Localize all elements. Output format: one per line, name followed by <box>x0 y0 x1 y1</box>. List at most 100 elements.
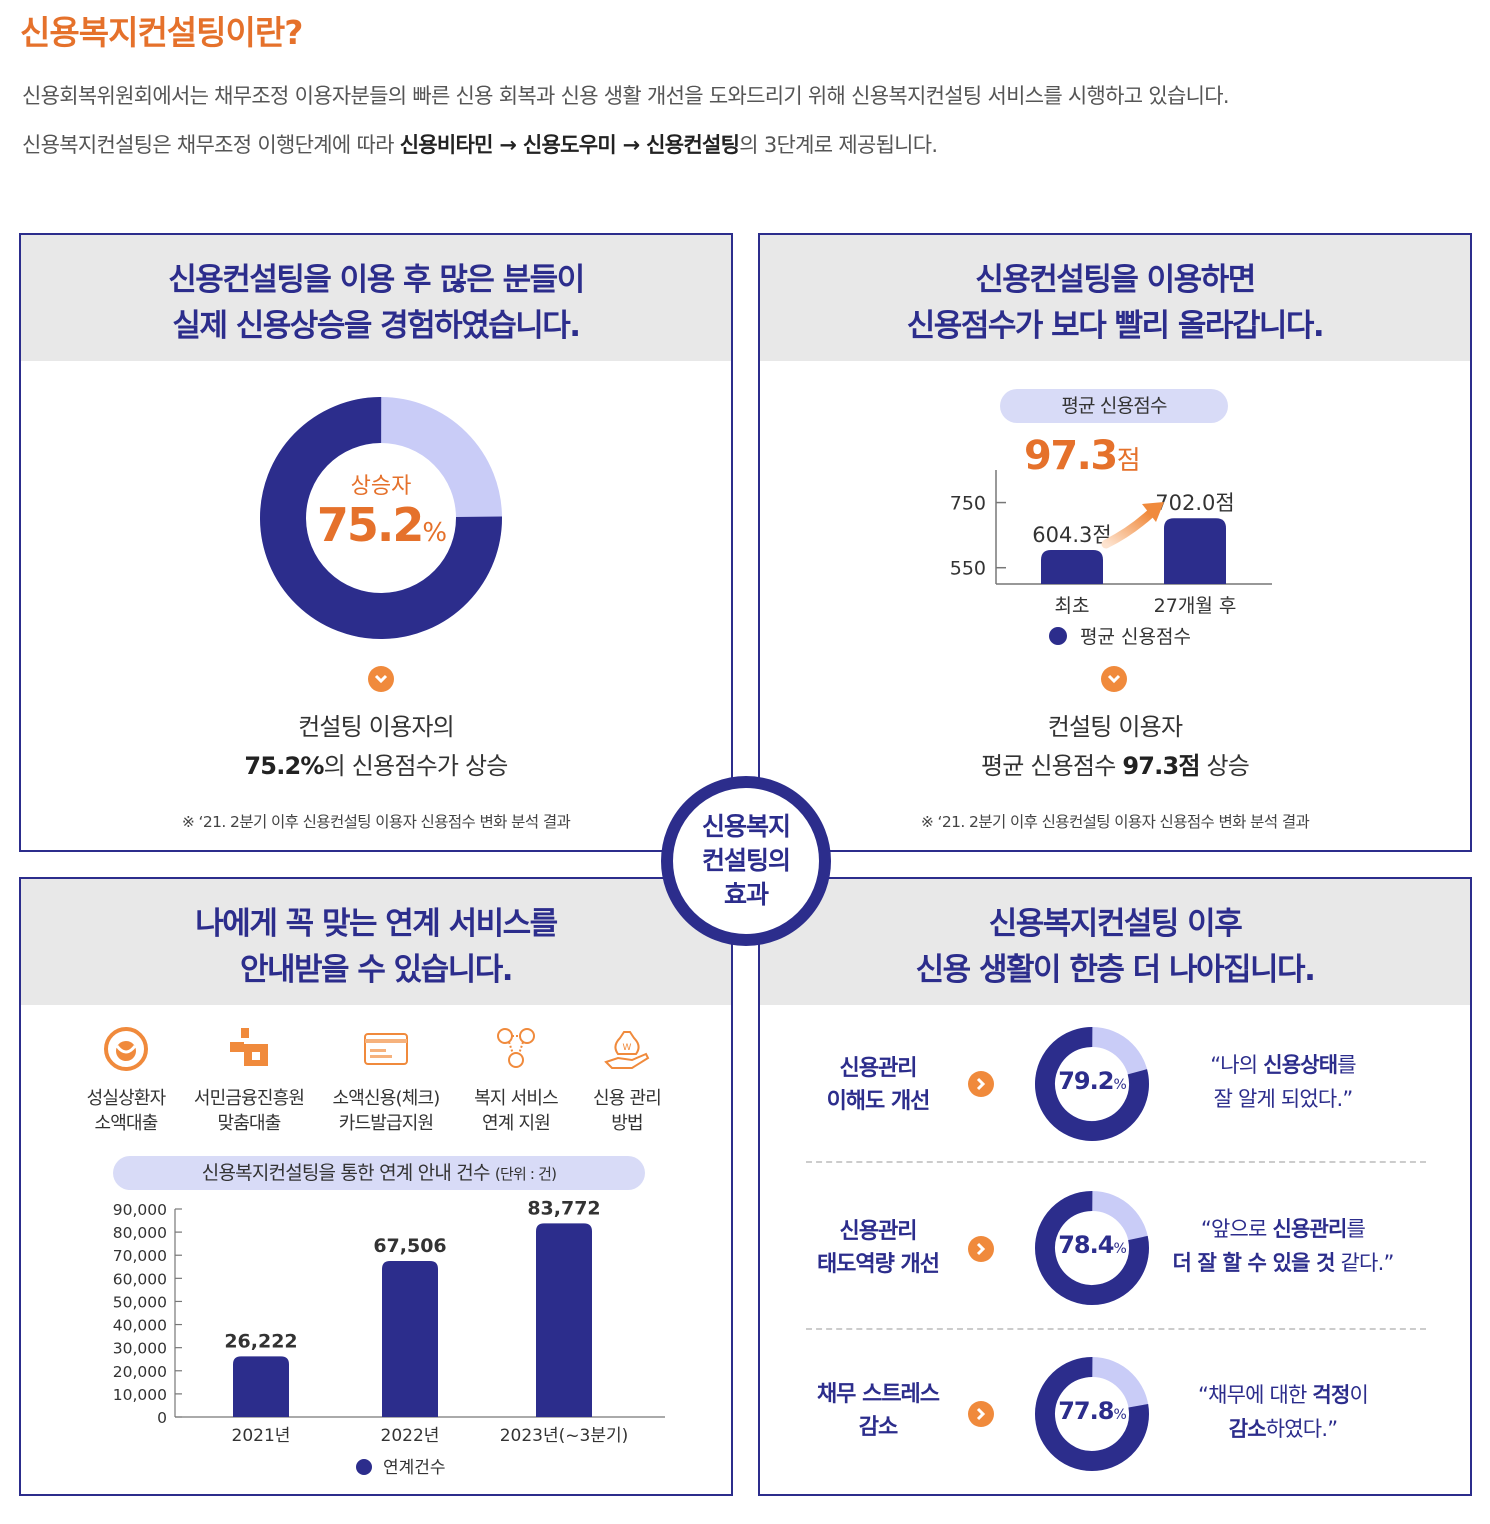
svg-text:W: W <box>623 1043 632 1053</box>
intro-line-1: 신용회복위원회에서는 채무조정 이용자분들의 빠른 신용 회복과 신용 생활 개… <box>22 84 1230 108</box>
row-donut <box>1035 1357 1149 1471</box>
row-donut-value: 77.8% <box>1032 1397 1152 1425</box>
row-label-line-2: 태도역량 개선 <box>816 1252 940 1277</box>
bar-data-label: 67,506 <box>373 1235 446 1257</box>
y-tick-label: 90,000 <box>113 1201 167 1219</box>
improvement-row: 신용관리 이해도 개선 79.2% “나의 신용상태를 잘 알게 되었다.” <box>760 1009 1470 1159</box>
y-tick-label: 750 <box>950 493 986 515</box>
money-hand-icon: W <box>604 1031 650 1069</box>
bar <box>1041 550 1103 584</box>
row-value-number: 77.8 <box>1058 1397 1114 1425</box>
row-donut-value: 78.4% <box>1032 1231 1152 1259</box>
panel-credit-increase: 신용컨설팅을 이용 후 많은 분들이 실제 신용상승을 경험하였습니다. 상승자… <box>19 233 733 852</box>
panel-1-caption-rest: 의 신용점수가 상승 <box>323 752 509 780</box>
page-title: 신용복지컨설팅이란? <box>20 13 303 52</box>
service-label-2: 맞춤대출 <box>217 1113 281 1134</box>
row-quote: “앞으로 신용관리를 더 잘 할 수 있을 것 같다.” <box>1160 1212 1406 1280</box>
quote-2-post: 같다.” <box>1334 1251 1395 1275</box>
score-increase-unit: 점 <box>1116 446 1141 476</box>
quote-1-highlight: 걱정 <box>1312 1383 1350 1407</box>
score-pill: 평균 신용점수 <box>1000 389 1228 423</box>
service-label-2: 소액대출 <box>94 1113 158 1134</box>
panel-linked-services: 나에게 꼭 맞는 연계 서비스를 안내받을 수 있습니다. 성실상환자 소액대출 … <box>19 877 733 1496</box>
service-label-1: 소액신용(체크) <box>332 1088 440 1109</box>
y-tick-label: 60,000 <box>113 1270 167 1288</box>
legend-label: 연계건수 <box>383 1458 446 1478</box>
panel-1-caption-line-2: 75.2%의 신용점수가 상승 <box>21 746 731 781</box>
card-icon <box>364 1033 408 1065</box>
chevron-down-icon <box>368 666 394 692</box>
row-label-line-1: 신용관리 <box>839 1219 918 1244</box>
panel-2-title-line-1: 신용컨설팅을 이용하면 <box>975 262 1256 298</box>
row-label-line-2: 감소 <box>858 1415 898 1440</box>
quote-1-pre: “채무에 대한 <box>1197 1383 1313 1407</box>
row-label-line-1: 채무 스트레스 <box>816 1382 940 1407</box>
score-increase-value: 97.3 <box>1024 433 1118 479</box>
panel-2-caption-post: 상승 <box>1199 752 1250 780</box>
score-increase: 97.3점 <box>1024 433 1141 479</box>
x-tick-label: 2023년(~3분기) <box>500 1426 629 1446</box>
row-value-unit: % <box>1113 1241 1126 1257</box>
donut-value-number: 75.2 <box>316 498 424 552</box>
panel-3-header: 나에게 꼭 맞는 연계 서비스를 안내받을 수 있습니다. <box>21 879 731 1005</box>
increase-arrow <box>1101 509 1155 549</box>
chevron-right-icon <box>968 1236 994 1262</box>
panel-1-caption-line-1: 컨설팅 이용자의 <box>298 713 455 741</box>
quote-1-post: 이 <box>1349 1383 1368 1407</box>
sincere-repayer-icon <box>104 1027 148 1071</box>
y-tick-label: 550 <box>950 558 986 580</box>
quote-1-post: 를 <box>1337 1053 1356 1077</box>
service-label-1: 성실상환자 <box>86 1088 167 1109</box>
service-item: 소액신용(체크) 카드발급지원 <box>321 1024 451 1136</box>
row-donut <box>1035 1191 1149 1305</box>
y-tick-label: 10,000 <box>113 1386 167 1404</box>
row-divider <box>806 1328 1426 1330</box>
y-tick-label: 30,000 <box>113 1340 167 1358</box>
service-item: 복지 서비스 연계 지원 <box>451 1024 581 1136</box>
donut-arc <box>260 397 502 639</box>
row-value-unit: % <box>1113 1407 1126 1423</box>
y-tick-label: 0 <box>157 1409 167 1427</box>
panel-1-title-line-1: 신용컨설팅을 이용 후 많은 분들이 <box>168 262 585 298</box>
panel-2-caption-bold: 97.3점 <box>1122 752 1200 780</box>
row-donut-value: 79.2% <box>1032 1067 1152 1095</box>
linkage-chart-pill: 신용복지컨설팅을 통한 연계 안내 건수 (단위 : 건) <box>113 1156 645 1190</box>
increase-donut <box>260 397 502 639</box>
badge-line-1: 신용복지 <box>701 812 791 841</box>
panel-2-title-line-2: 신용점수가 보다 빨리 올라갑니다. <box>906 308 1325 344</box>
quote-1-pre: “앞으로 <box>1200 1217 1273 1241</box>
row-value-number: 78.4 <box>1058 1231 1114 1259</box>
row-label-line-2: 이해도 개선 <box>826 1089 931 1114</box>
y-tick-label: 80,000 <box>113 1224 167 1242</box>
badge-line-2: 컨설팅의 <box>701 846 791 875</box>
panel-2-header: 신용컨설팅을 이용하면 신용점수가 보다 빨리 올라갑니다. <box>760 235 1470 361</box>
row-divider <box>806 1161 1426 1163</box>
bar <box>536 1223 592 1417</box>
quote-1-post: 를 <box>1346 1217 1366 1241</box>
row-value-unit: % <box>1113 1077 1126 1093</box>
panel-1-title-line-2: 실제 신용상승을 경험하였습니다. <box>172 308 581 344</box>
y-tick-label: 40,000 <box>113 1317 167 1335</box>
intro-line-2-post: 의 3단계로 제공됩니다. <box>739 133 938 157</box>
quote-2-highlight: 감소 <box>1228 1417 1267 1441</box>
badge-line-3: 효과 <box>723 880 769 909</box>
legend-marker <box>356 1459 372 1475</box>
intro-line-2: 신용복지컨설팅은 채무조정 이행단계에 따라 신용비타민 → 신용도우미 → 신… <box>22 129 938 159</box>
microfinance-icon <box>230 1028 268 1066</box>
x-tick-label: 27개월 후 <box>1154 595 1237 617</box>
donut-arc <box>1035 1027 1149 1141</box>
service-label-2: 방법 <box>611 1113 643 1134</box>
chevron-right-icon <box>968 1071 994 1097</box>
row-value-number: 79.2 <box>1058 1067 1114 1095</box>
service-item: 서민금융진흥원 맞춤대출 <box>184 1024 314 1136</box>
bar <box>1164 518 1226 584</box>
row-label-line-1: 신용관리 <box>839 1056 918 1081</box>
panel-4-title-line-1: 신용복지컨설팅 이후 <box>988 906 1243 942</box>
service-label-2: 카드발급지원 <box>338 1113 434 1134</box>
bar-data-label: 702.0점 <box>1155 491 1234 515</box>
y-tick-label: 20,000 <box>113 1363 167 1381</box>
x-tick-label: 2022년 <box>381 1426 440 1446</box>
